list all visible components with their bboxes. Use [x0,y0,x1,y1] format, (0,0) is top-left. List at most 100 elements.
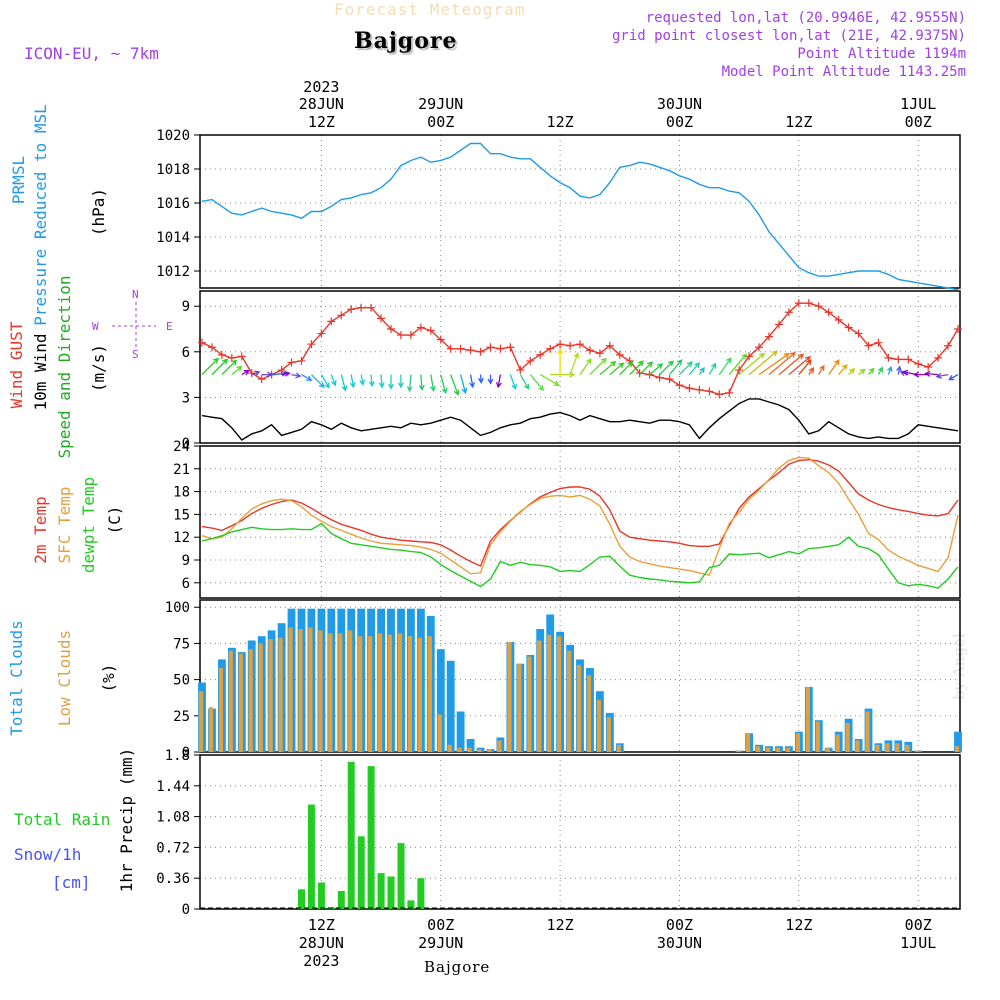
wind-arrow [738,352,766,376]
temperature-ytick-label: 18 [173,485,190,501]
wind-gust-point [396,331,405,340]
wind-gust-point [556,340,565,349]
wind-arrow [868,367,875,376]
wind-arrow [758,352,790,376]
time-top-hour: 12Z [308,113,335,131]
wind-gust-point [476,347,485,356]
clouds-bar [467,747,472,752]
wind-arrow [886,365,893,375]
temperature-ytick-label: 12 [173,530,190,546]
wind-arrow [529,374,545,392]
clouds-bar [437,714,442,752]
precip-bar [347,761,355,909]
wind-arrow [378,374,385,389]
wind-series-0-markers [197,299,963,399]
precip-ytick-label: 0 [182,902,190,918]
wind-arrow [718,357,732,375]
wind-gust-point [217,350,226,359]
clouds-bar [537,640,542,752]
clouds-bar [527,656,532,752]
wind-label-unit: (m/s) [89,344,108,392]
clouds-bar [795,733,800,752]
clouds-bar [576,665,582,752]
clouds-bar [557,636,562,752]
clouds-bar [567,650,572,752]
compass-w: W [92,320,99,333]
clouds-bar [756,746,761,752]
wind-gust-point [914,359,923,368]
wind-arrow [469,374,476,389]
requested-coords: requested lon,lat (20.9946E, 42.9555N) [645,10,966,26]
wind-arrow [557,348,564,375]
clouds-bar [746,733,751,752]
wind-gust-point [954,325,963,333]
wind-arrow [924,370,939,377]
wind-gust-point [854,329,863,338]
wind-gust-point [347,305,356,314]
wind-arrow [281,370,291,377]
gridpoint-coords: grid point closest lon,lat (21E, 42.9375… [611,28,966,44]
wind-arrow [778,353,805,376]
clouds-bar [845,723,850,752]
clouds-label-unit: (%) [99,664,118,693]
wind-gust-point [386,325,395,333]
temperature-ytick-label: 15 [173,507,190,523]
wind-ytick-label: 0 [182,436,190,452]
wind-gust-point [207,343,216,352]
wind-gust-point [227,353,236,362]
wind-gust-point [237,352,246,361]
pressure-frame [199,134,961,289]
clouds-bar [378,633,383,752]
wind-gust-point [446,344,455,353]
clouds-label-low: Low Clouds [55,630,74,726]
precip-bar [298,889,305,909]
wind-gust-point [655,373,664,382]
precip-bar [407,900,415,909]
wind-gust-point [765,332,774,341]
wind-gust-point [426,326,435,335]
wind-arrow [487,374,494,385]
clouds-bar [436,649,445,752]
clouds-bar [736,750,741,752]
wind-label-10m: 10m Wind [31,333,50,410]
faded-title: Forecast Meteogram [334,0,526,19]
precip-bar [377,873,385,909]
precip-ytick-label: 1.44 [156,779,190,795]
precip-label-snow: Snow/1h [14,845,81,864]
time-bottom-date: 30JUN [657,934,702,952]
wind-gust-point [436,335,445,344]
wind-gust-point [357,303,366,312]
time-bottom-hour: 12Z [308,916,335,934]
wind-label-speed-dir: Speed and Direction [55,275,74,458]
clouds-bar [885,743,890,752]
time-top-hour: 12Z [785,113,812,131]
time-bottom-2: 12Z [547,916,574,934]
time-top-hour: 12Z [547,113,574,131]
time-bottom-date: 1JUL [900,934,936,952]
clouds-bar [427,636,432,752]
wind-gust-point [526,356,535,365]
clouds-bar [248,649,253,752]
clouds-bar [547,634,552,752]
wind-arrow [340,374,348,392]
wind-gust-point [834,315,843,324]
clouds-bar [407,636,412,752]
wind-gust-point [715,390,724,399]
wind-arrow [349,374,356,389]
wind-gust-point [874,338,883,347]
time-top-4: 12Z [785,113,812,131]
wind-arrow [241,369,250,376]
wind-gust-point [277,366,286,375]
time-bottom-hour: 00Z [666,916,693,934]
time-top-hour: 00Z [427,113,454,131]
clouds-bar [865,711,870,752]
wind-gust-point [904,355,913,364]
wind-gust-point [824,308,833,317]
temp-label-2m: 2m Temp [31,496,50,563]
wind-gust-point [685,384,694,393]
precip-ytick-label: 1.08 [156,810,190,826]
wind-gust-point [745,352,754,361]
wind-arrow [397,374,404,389]
wind-arrow [858,368,866,376]
